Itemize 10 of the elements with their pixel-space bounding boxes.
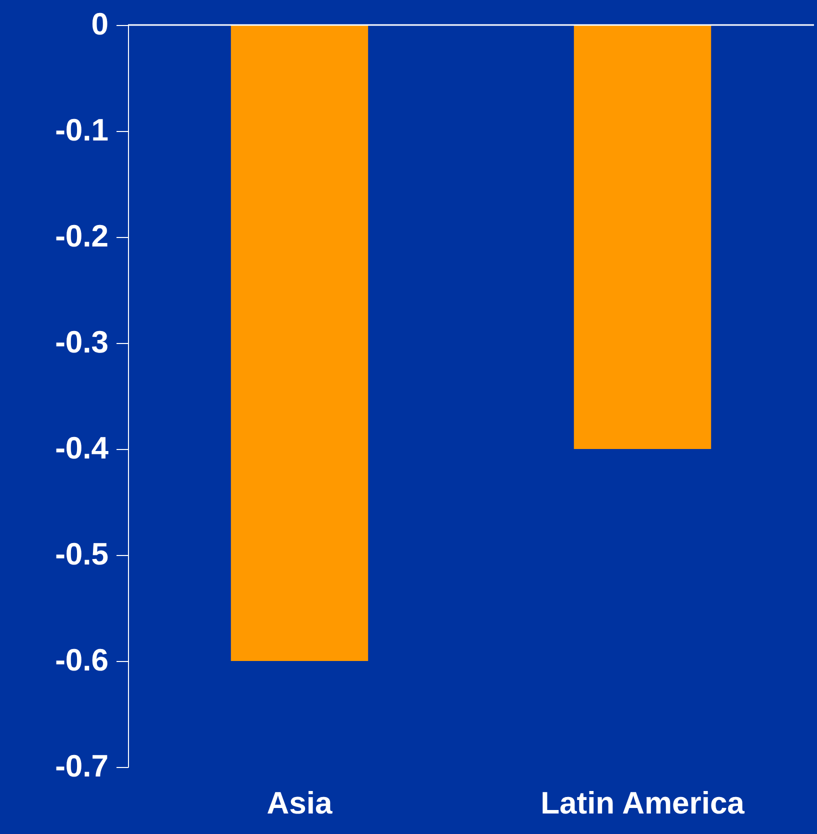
- y-tick-label: -0.6: [55, 642, 108, 678]
- y-tick-label: -0.2: [55, 218, 108, 254]
- y-tick-label: -0.5: [55, 536, 108, 572]
- y-tick-label: -0.7: [55, 748, 108, 784]
- y-tick-label: -0.3: [55, 324, 108, 360]
- x-tick-label: Latin America: [540, 786, 746, 820]
- y-tick-label: 0: [91, 6, 108, 42]
- y-tick-label: -0.1: [55, 112, 108, 148]
- y-tick-label: -0.4: [55, 430, 110, 466]
- x-tick-label: Asia: [266, 786, 333, 820]
